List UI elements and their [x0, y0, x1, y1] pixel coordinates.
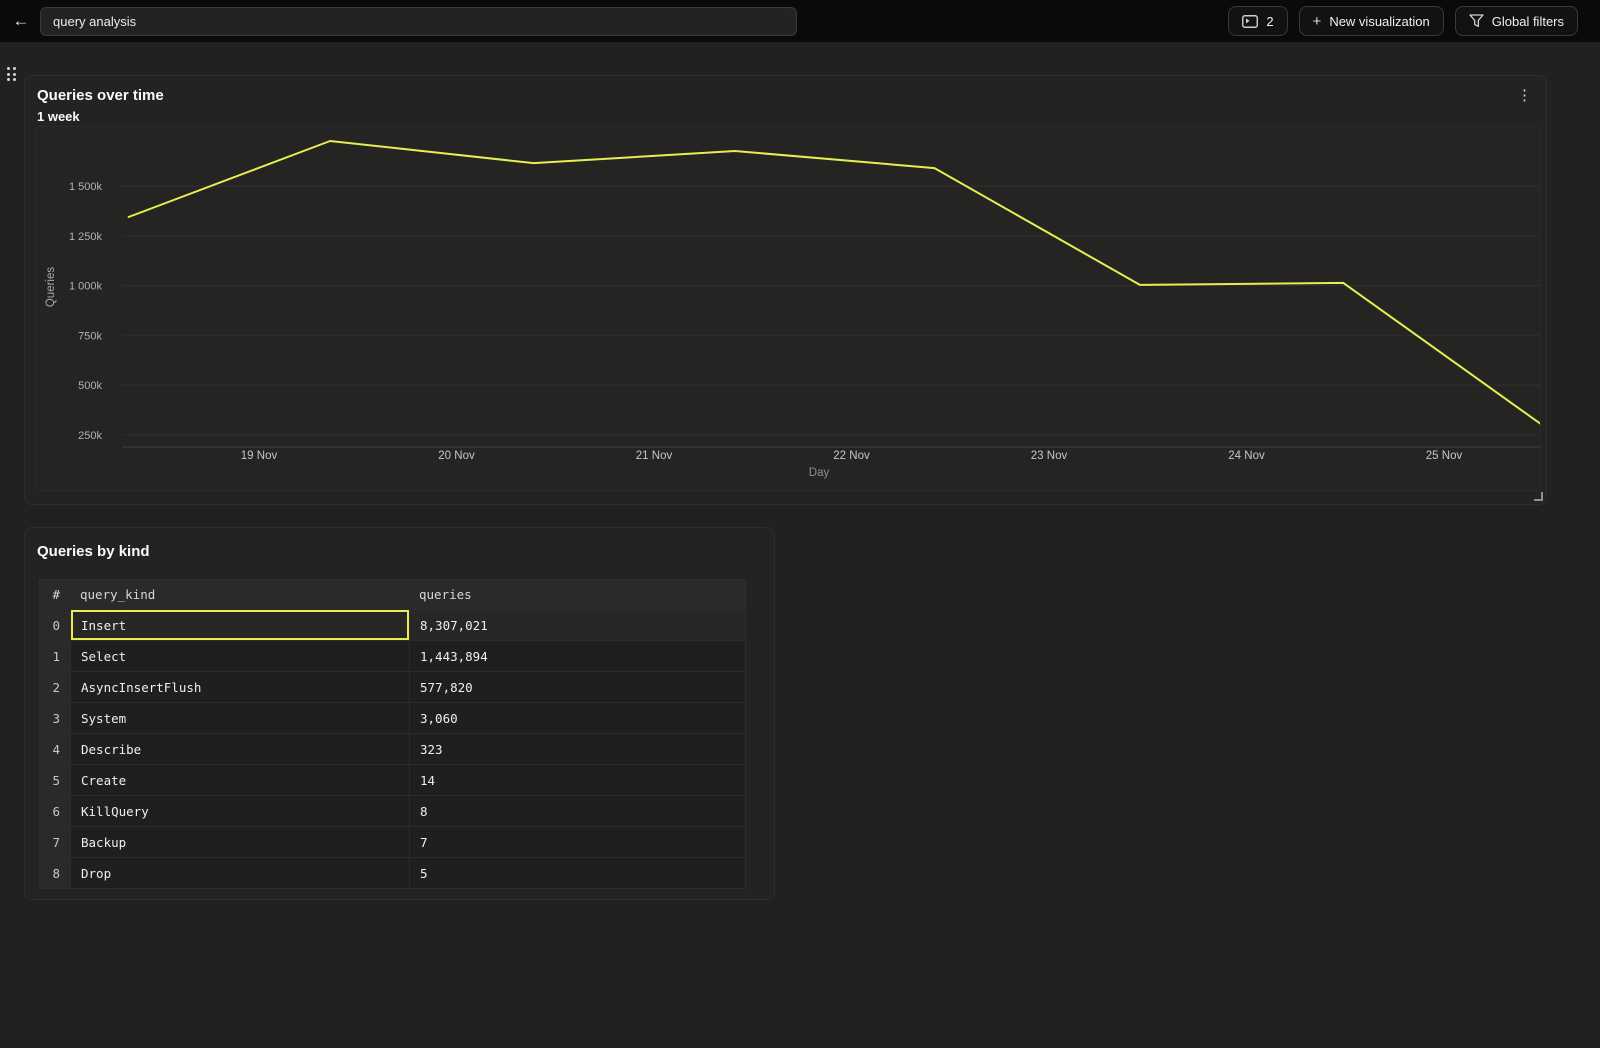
new-visualization-button[interactable]: + New visualization: [1298, 6, 1444, 36]
filter-funnel-icon: [1469, 14, 1484, 28]
queries-column-header[interactable]: queries: [409, 580, 745, 609]
index-column-header[interactable]: #: [40, 580, 70, 609]
x-axis-tick-label: 23 Nov: [1031, 450, 1068, 462]
query-kind-cell[interactable]: Create: [70, 765, 409, 795]
table-row: 1 Select 1,443,894: [40, 640, 745, 671]
new-visualization-label: New visualization: [1329, 13, 1430, 29]
x-axis-tick-label: 22 Nov: [833, 450, 870, 462]
table-row: 5 Create 14: [40, 764, 745, 795]
panels-count-label: 2: [1266, 13, 1274, 29]
x-axis-tick-label: 20 Nov: [438, 450, 475, 462]
chart-panel: Queries over time 1 week ⋮ 1 500k 1 250k 1…: [24, 75, 1547, 505]
query-kind-cell[interactable]: Select: [70, 641, 409, 671]
row-index-cell: 6: [40, 796, 70, 826]
queries-value-cell[interactable]: 14: [409, 765, 745, 795]
arrow-left-icon: ←: [12, 11, 30, 30]
query-kind-column-header[interactable]: query_kind: [70, 580, 409, 609]
y-axis-title: Queries: [45, 267, 57, 308]
queries-line-chart[interactable]: 1 500k 1 250k 1 000k 750k 500k 250k 19 Nov 20 N…: [36, 126, 1541, 491]
row-index-cell: 3: [40, 703, 70, 733]
chart-panel-header: Queries over time 1 week ⋮: [25, 76, 1546, 124]
chart-subtitle: 1 week: [37, 109, 80, 124]
table-row: 0 Insert 8,307,021: [40, 609, 745, 640]
table-row: 6 KillQuery 8: [40, 795, 745, 826]
y-axis-tick-label: 1 500k: [69, 181, 103, 193]
queries-value-cell[interactable]: 3,060: [409, 703, 745, 733]
panel-icon: [1242, 14, 1259, 28]
queries-by-kind-table: # query_kind queries 0 Insert 8,307,021 1 Selec…: [39, 579, 746, 889]
y-axis-tick-label: 500k: [78, 380, 102, 392]
topbar: ← 2 + New visualization Global filters: [0, 0, 1600, 42]
queries-value-cell[interactable]: 8: [409, 796, 745, 826]
query-kind-cell[interactable]: Backup: [70, 827, 409, 857]
row-index-cell: 4: [40, 734, 70, 764]
x-axis-tick-label: 19 Nov: [241, 450, 278, 462]
table-row: 4 Describe 323: [40, 733, 745, 764]
drag-handle-icon[interactable]: [7, 67, 16, 81]
query-kind-cell[interactable]: KillQuery: [70, 796, 409, 826]
resize-handle-icon[interactable]: [1534, 492, 1543, 501]
dashboard-title-input[interactable]: [40, 6, 797, 36]
query-kind-cell[interactable]: AsyncInsertFlush: [70, 672, 409, 702]
queries-value-cell[interactable]: 7: [409, 827, 745, 857]
queries-value-cell[interactable]: 577,820: [409, 672, 745, 702]
plus-icon: +: [1312, 12, 1322, 30]
kebab-menu-icon[interactable]: ⋮: [1513, 86, 1536, 105]
panels-count-button[interactable]: 2: [1228, 6, 1288, 36]
queries-value-cell[interactable]: 5: [409, 858, 745, 888]
queries-value-cell[interactable]: 323: [409, 734, 745, 764]
queries-value-cell[interactable]: 8,307,021: [409, 610, 745, 640]
x-axis-tick-label: 21 Nov: [636, 450, 673, 462]
chart-line-series[interactable]: [127, 140, 1540, 427]
x-axis-tick-label: 24 Nov: [1228, 450, 1265, 462]
table-title: Queries by kind: [37, 543, 150, 560]
query-kind-cell[interactable]: System: [70, 703, 409, 733]
row-index-cell: 0: [40, 610, 70, 640]
query-kind-cell[interactable]: Drop: [70, 858, 409, 888]
y-axis-tick-label: 750k: [78, 330, 102, 342]
y-axis-tick-label: 250k: [78, 430, 102, 442]
global-filters-button[interactable]: Global filters: [1454, 6, 1578, 36]
queries-value-cell[interactable]: 1,443,894: [409, 641, 745, 671]
query-kind-cell[interactable]: Describe: [70, 734, 409, 764]
table-row: 2 AsyncInsertFlush 577,820: [40, 671, 745, 702]
y-axis-tick-label: 1 000k: [69, 281, 103, 293]
global-filters-label: Global filters: [1491, 13, 1564, 29]
back-button[interactable]: ←: [8, 8, 34, 34]
row-index-cell: 8: [40, 858, 70, 888]
x-axis-title: Day: [809, 467, 830, 479]
y-axis-tick-label: 1 250k: [69, 231, 103, 243]
chart-title: Queries over time: [37, 87, 164, 104]
table-row: 3 System 3,060: [40, 702, 745, 733]
table-row: 8 Drop 5: [40, 857, 745, 888]
row-index-cell: 2: [40, 672, 70, 702]
table-row: 7 Backup 7: [40, 826, 745, 857]
row-index-cell: 7: [40, 827, 70, 857]
query-kind-cell[interactable]: Insert: [70, 610, 409, 640]
x-axis-tick-label: 25 Nov: [1426, 450, 1463, 462]
table-header-row: # query_kind queries: [40, 580, 745, 609]
topbar-actions: 2 + New visualization Global filters: [1228, 6, 1578, 36]
table-panel: Queries by kind # query_kind queries 0 Inser…: [24, 527, 775, 900]
row-index-cell: 1: [40, 641, 70, 671]
row-index-cell: 5: [40, 765, 70, 795]
